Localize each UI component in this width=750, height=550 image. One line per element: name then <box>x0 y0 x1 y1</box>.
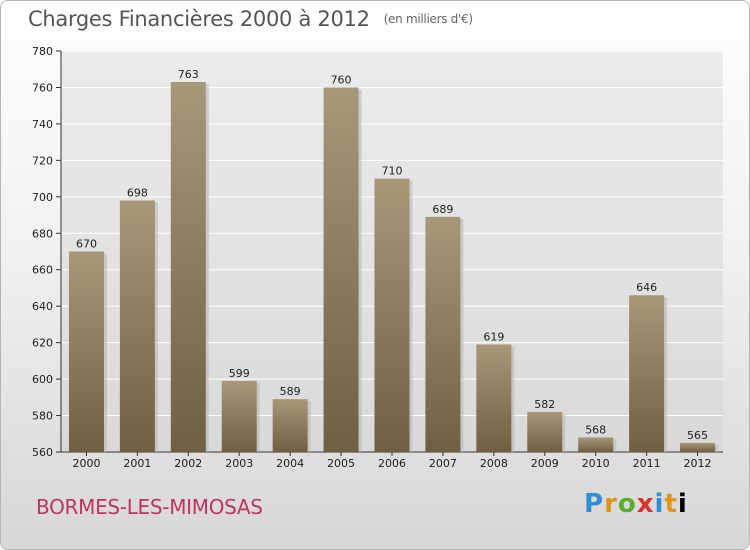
x-tick-label: 2010 <box>582 457 610 470</box>
bar <box>221 380 257 452</box>
brand-letter: x <box>636 489 655 519</box>
chart-title: Charges Financières 2000 à 2012 (en milli… <box>28 7 473 31</box>
y-tick-label: 600 <box>32 373 53 386</box>
y-tick-label: 700 <box>32 191 53 204</box>
brand-letter: i <box>677 489 688 519</box>
y-tick-label: 680 <box>32 227 53 240</box>
x-tick-label: 2002 <box>174 457 202 470</box>
bar <box>527 411 563 452</box>
y-tick-label: 560 <box>32 446 53 459</box>
bar-value-label: 698 <box>127 186 148 199</box>
bar-value-label: 589 <box>280 385 301 398</box>
x-tick-label: 2007 <box>429 457 457 470</box>
bar-value-label: 760 <box>331 73 352 86</box>
bar-value-label: 646 <box>636 281 657 294</box>
bar <box>476 344 512 452</box>
brand-letter: i <box>654 489 665 519</box>
y-tick-label: 580 <box>32 410 53 423</box>
brand-letter: t <box>664 489 678 519</box>
x-tick-label: 2003 <box>225 457 253 470</box>
bar <box>425 216 461 452</box>
chart-unit: (en milliers d'€) <box>383 12 473 26</box>
bar-value-label: 689 <box>432 203 453 216</box>
bar <box>119 200 155 452</box>
bar <box>629 295 665 452</box>
y-tick-label: 780 <box>32 45 53 58</box>
brand-letter: o <box>617 489 637 519</box>
bar <box>68 251 104 452</box>
x-tick-label: 2011 <box>633 457 661 470</box>
brand-logo: Proxiti <box>584 489 688 519</box>
x-tick-label: 2000 <box>72 457 100 470</box>
x-tick-label: 2001 <box>123 457 151 470</box>
bar-value-label: 670 <box>76 238 97 251</box>
commune-name: BORMES-LES-MIMOSAS <box>36 495 263 519</box>
x-tick-label: 2005 <box>327 457 355 470</box>
chart-title-text: Charges Financières 2000 à 2012 <box>28 7 370 31</box>
y-tick-label: 720 <box>32 154 53 167</box>
x-tick-label: 2006 <box>378 457 406 470</box>
x-tick-label: 2008 <box>480 457 508 470</box>
bar <box>272 399 308 452</box>
y-tick-label: 660 <box>32 264 53 277</box>
y-tick-label: 640 <box>32 300 53 313</box>
y-tick-label: 620 <box>32 337 53 350</box>
bar <box>374 178 410 452</box>
x-tick-label: 2009 <box>531 457 559 470</box>
bar-value-label: 568 <box>585 423 606 436</box>
bar <box>170 81 206 453</box>
brand-letter: r <box>604 489 618 519</box>
bar <box>323 87 359 453</box>
y-tick-label: 760 <box>32 81 53 94</box>
bar-value-label: 565 <box>687 429 708 442</box>
bar-value-label: 710 <box>382 165 403 178</box>
bar-value-label: 582 <box>534 398 555 411</box>
bar-value-label: 619 <box>483 330 504 343</box>
x-tick-label: 2012 <box>684 457 712 470</box>
x-tick-label: 2004 <box>276 457 304 470</box>
brand-letter: P <box>584 489 605 519</box>
bar <box>680 442 716 452</box>
bar-value-label: 599 <box>229 367 250 380</box>
bar <box>578 437 614 452</box>
y-tick-label: 740 <box>32 118 53 131</box>
bar-value-label: 763 <box>178 68 199 81</box>
